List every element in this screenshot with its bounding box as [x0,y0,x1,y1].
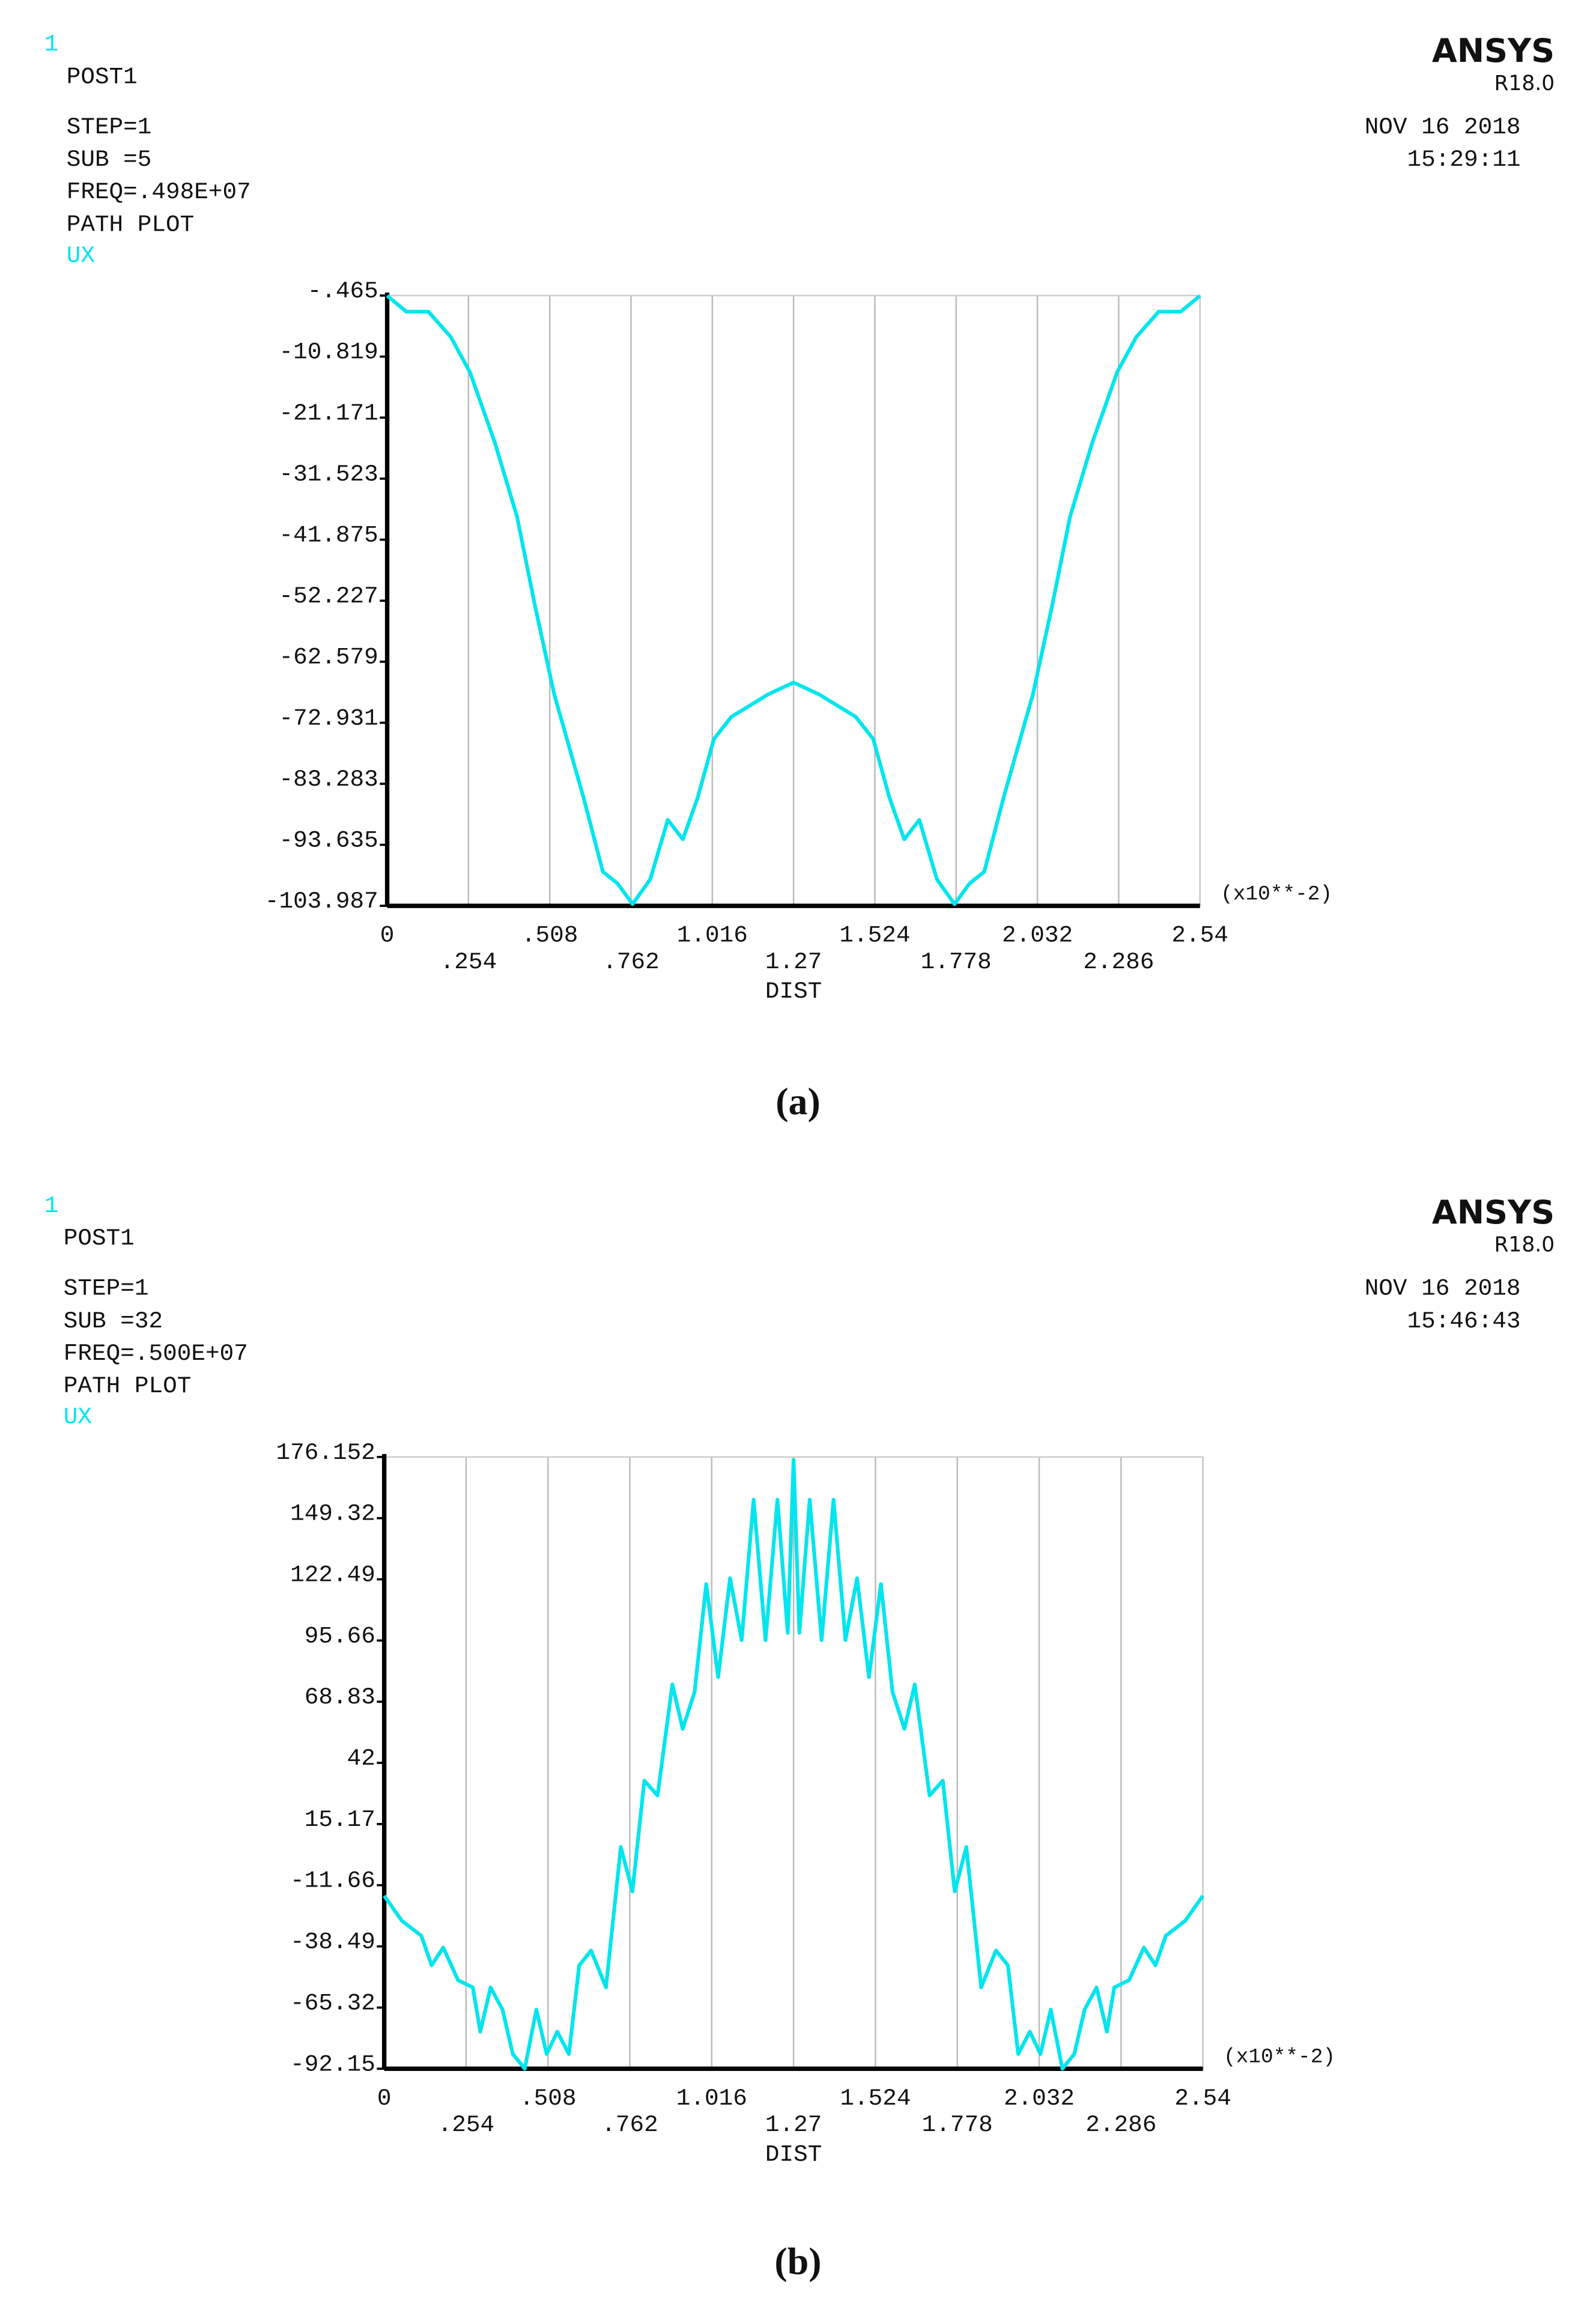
y-tick-label: -38.49 [290,1929,375,1956]
x-tick-label: .762 [602,948,659,975]
info-line: FREQ=.498E+07 [67,178,251,205]
y-tick-label: -103.987 [265,888,378,915]
x-tick-label: .508 [520,2085,576,2112]
x-tick-label: .254 [438,2111,494,2138]
x-tick-label: 2.032 [1004,2085,1075,2112]
x-tick-label: 2.286 [1083,948,1154,975]
x-tick-label: 1.524 [840,2085,911,2112]
y-tick-label: -93.635 [279,827,378,854]
data-line [383,1458,1205,2071]
legend-label: UX [64,1404,92,1431]
x-tick-label: 2.032 [1002,922,1073,949]
data-line [386,294,1201,906]
y-tick-label: -65.32 [290,1989,375,2016]
y-tick-label: -52.227 [279,583,378,610]
y-tick-label: -92.15 [290,2051,375,2078]
y-tick-label: 149.32 [290,1500,375,1527]
window-number: 1 [44,31,59,58]
x-multiplier: (x10**-2) [1224,2046,1335,2069]
caption: (a) [775,1080,821,1123]
x-tick-label: 1.778 [922,2111,993,2138]
x-tick-label: .762 [601,2111,658,2138]
y-tick-label: 95.66 [305,1622,375,1649]
x-tick-label: 2.286 [1085,2111,1156,2138]
x-multiplier: (x10**-2) [1221,883,1332,906]
x-tick-label: .508 [521,922,578,949]
y-tick-label: -31.523 [279,461,378,488]
y-tick-label: -41.875 [279,522,378,549]
info-line: POST1 [67,63,138,90]
info-line: POST1 [64,1225,135,1252]
x-tick-label: .254 [440,948,497,975]
y-tick-label: -72.931 [279,705,378,732]
legend-label: UX [67,242,95,269]
x-tick-label: 1.524 [839,922,910,949]
date: NOV 16 2018 [1365,1275,1521,1302]
info-line: SUB =32 [64,1308,163,1335]
version: R18.0 [1494,71,1555,95]
caption: (b) [774,2240,821,2282]
date: NOV 16 2018 [1365,114,1521,141]
y-tick-label: 42 [347,1745,375,1772]
y-tick-label: -11.66 [290,1867,375,1894]
info-line: STEP=1 [64,1275,149,1302]
y-tick-label: -62.579 [279,644,378,671]
info-line: SUB =5 [67,146,152,173]
x-tick-label: 0 [377,2085,392,2112]
x-tick-label: 1.27 [765,948,822,975]
x-tick-label: 1.27 [765,2111,822,2138]
x-tick-label: 1.016 [676,2085,747,2112]
x-tick-label: 2.54 [1171,922,1228,949]
y-tick-label: 176.152 [276,1439,375,1466]
info-line: PATH PLOT [64,1372,192,1399]
y-tick-label: 15.17 [305,1806,375,1833]
x-axis-label: DIST [765,978,822,1005]
info-line: FREQ=.500E+07 [64,1340,248,1367]
time: 15:29:11 [1407,146,1521,173]
info-line: STEP=1 [67,114,152,141]
y-tick-label: 122.49 [290,1562,375,1589]
brand: ANSYS [1432,32,1555,70]
y-tick-label: 68.83 [305,1684,375,1711]
y-tick-label: -83.283 [279,766,378,793]
info-line: PATH PLOT [67,211,195,238]
x-axis-label: DIST [765,2141,822,2168]
x-tick-label: 2.54 [1174,2085,1231,2112]
y-tick-label: -.465 [308,277,378,305]
version: R18.0 [1494,1232,1555,1257]
y-tick-label: -21.171 [279,399,378,426]
x-tick-label: 1.778 [921,948,992,975]
y-tick-label: -10.819 [279,339,378,366]
x-tick-label: 0 [380,922,395,949]
window-number: 1 [44,1192,59,1219]
time: 15:46:43 [1407,1308,1521,1335]
brand: ANSYS [1432,1193,1555,1231]
x-tick-label: 1.016 [677,922,748,949]
